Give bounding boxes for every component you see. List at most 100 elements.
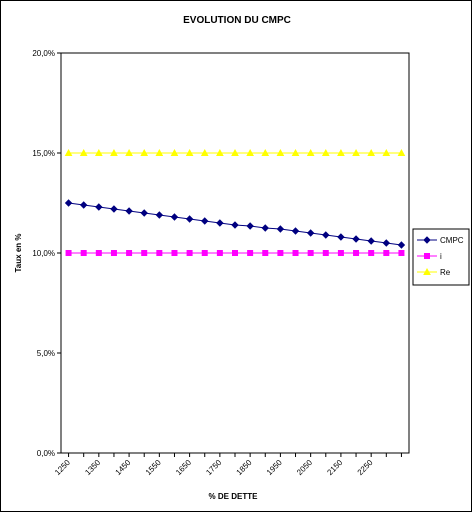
x-tick-label: 1750: [204, 458, 223, 477]
data-point: [79, 148, 88, 156]
series-re: [64, 148, 406, 156]
data-point: [261, 148, 270, 156]
x-tick-label: 1650: [174, 458, 193, 477]
data-point: [140, 209, 148, 217]
data-point: [398, 250, 405, 256]
data-point: [337, 148, 345, 156]
data-point: [95, 250, 102, 256]
data-point: [156, 250, 163, 256]
data-point: [125, 148, 133, 156]
data-point: [94, 148, 103, 156]
data-point: [322, 231, 330, 239]
data-point: [397, 148, 406, 156]
data-point: [64, 199, 73, 207]
y-tick-label: 5,0%: [37, 349, 55, 358]
x-tick-label: 1950: [265, 458, 284, 477]
data-point: [110, 205, 118, 213]
data-point: [352, 148, 360, 156]
data-point: [246, 148, 254, 156]
data-point: [186, 250, 193, 256]
data-point: [321, 148, 330, 156]
data-point: [337, 233, 345, 241]
x-tick-label: 1250: [53, 458, 72, 477]
legend-label: Re: [440, 268, 451, 277]
data-point: [352, 235, 360, 243]
x-tick-label: 1450: [114, 458, 133, 477]
data-point: [110, 148, 118, 156]
data-point: [155, 148, 164, 156]
data-point: [216, 148, 224, 156]
x-tick-label: 1850: [235, 458, 254, 477]
data-point: [291, 148, 300, 156]
data-point: [140, 148, 149, 156]
data-point: [397, 241, 406, 249]
x-axis: 1250 1350 1450 1550 1650 1750 1850 1950 2050 2150…: [53, 453, 402, 477]
data-point: [367, 237, 375, 245]
data-point: [231, 148, 239, 156]
x-tick-label: 1350: [83, 458, 102, 477]
chart-title: EVOLUTION DU CMPC: [183, 15, 291, 26]
data-point: [292, 250, 299, 256]
y-axis-label: Taux en %: [14, 234, 23, 273]
y-tick-label: 20,0%: [32, 49, 55, 58]
data-point: [65, 250, 72, 256]
legend-item: Re: [417, 267, 451, 277]
x-tick-label: 2150: [325, 458, 344, 477]
y-tick-label: 0,0%: [37, 449, 55, 458]
data-point: [125, 207, 133, 215]
y-axis: 0,0% 5,0% 10,0% 15,0% 20,0%: [32, 49, 61, 458]
x-tick-label: 2050: [295, 458, 314, 477]
legend: CMPC i Re: [412, 228, 470, 286]
data-point: [276, 148, 285, 156]
data-point: [185, 148, 194, 156]
data-point: [110, 250, 117, 256]
data-point: [291, 227, 300, 235]
data-point: [155, 211, 164, 219]
data-point: [95, 203, 103, 211]
data-point: [306, 229, 315, 237]
x-axis-label: % DE DETTE: [209, 492, 259, 501]
data-point: [382, 148, 391, 156]
data-point: [367, 148, 376, 156]
x-tick-label: 1550: [144, 458, 163, 477]
data-point: [201, 250, 208, 256]
data-point: [306, 148, 315, 156]
y-tick-label: 15,0%: [32, 149, 55, 158]
legend-marker: [423, 267, 431, 275]
data-point: [216, 219, 224, 227]
data-point: [368, 250, 375, 256]
legend-item: CMPC: [417, 236, 464, 245]
data-point: [322, 250, 329, 256]
data-point: [200, 148, 209, 156]
data-point: [247, 250, 254, 256]
legend-marker: [424, 253, 430, 259]
data-point: [276, 225, 285, 233]
data-point: [383, 250, 390, 256]
legend-label: i: [440, 252, 442, 261]
data-point: [126, 250, 133, 256]
data-point: [201, 217, 209, 225]
legend-marker: [423, 236, 431, 244]
legend-box: [412, 228, 470, 286]
data-point: [261, 224, 269, 232]
data-point: [170, 213, 179, 221]
data-point: [185, 215, 194, 223]
data-point: [382, 239, 391, 247]
legend-label: CMPC: [440, 236, 464, 245]
series-layer: [64, 148, 406, 256]
data-point: [64, 148, 73, 156]
data-point: [246, 222, 254, 230]
data-point: [216, 250, 223, 256]
series-i: [65, 250, 405, 256]
data-point: [337, 250, 344, 256]
data-point: [171, 250, 178, 256]
x-tick-label: 2250: [356, 458, 375, 477]
data-point: [170, 148, 179, 156]
data-point: [231, 221, 239, 229]
series-cmpc: [64, 199, 406, 249]
data-point: [232, 250, 238, 256]
y-tick-label: 10,0%: [32, 249, 55, 258]
data-point: [80, 250, 87, 256]
